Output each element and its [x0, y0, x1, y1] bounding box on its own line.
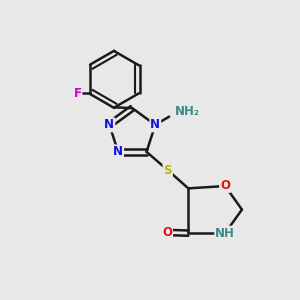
Text: N: N — [113, 146, 123, 158]
Text: O: O — [162, 226, 172, 239]
Text: NH: NH — [215, 226, 235, 240]
Text: S: S — [164, 164, 172, 177]
Text: N: N — [150, 118, 160, 131]
Text: N: N — [104, 118, 114, 131]
Text: F: F — [74, 87, 82, 100]
Text: NH₂: NH₂ — [175, 105, 200, 119]
Text: O: O — [220, 179, 230, 192]
